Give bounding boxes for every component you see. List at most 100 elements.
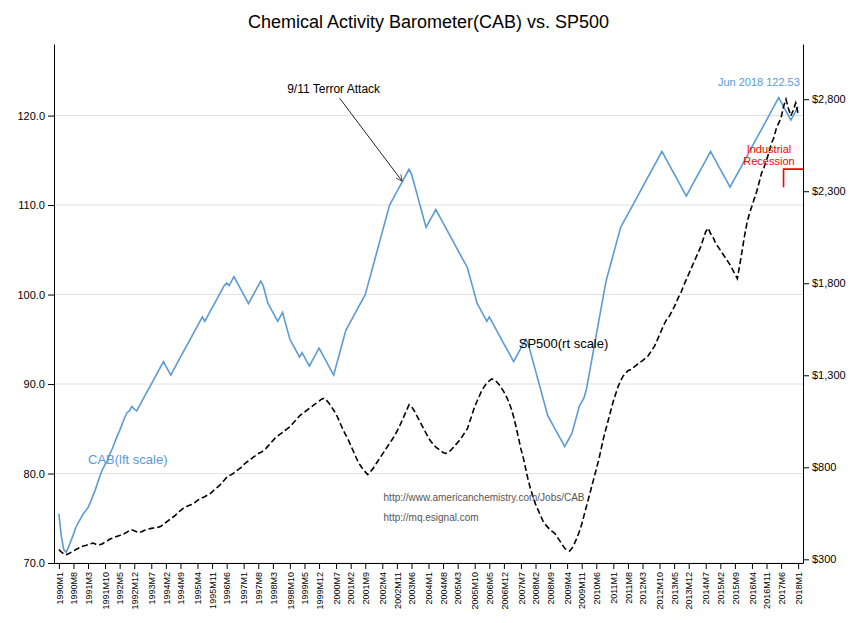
x-tick-mark xyxy=(88,563,89,569)
y2-tick-mark xyxy=(803,191,809,192)
grid-line xyxy=(54,294,803,295)
y2-tick: $2,300 xyxy=(803,185,846,197)
x-tick-label: 2015M9 xyxy=(731,572,741,605)
annotation: IndustrialRecession xyxy=(743,143,794,167)
x-tick-label: 2012M10 xyxy=(655,572,665,610)
x-tick: 1990M1 xyxy=(55,563,65,605)
grid-line xyxy=(54,473,803,474)
x-tick-mark xyxy=(290,563,291,569)
x-tick-mark xyxy=(781,563,782,569)
x-tick: 1990M8 xyxy=(69,563,79,605)
y2-tick-label: $1,300 xyxy=(812,369,846,381)
x-tick-mark xyxy=(798,563,799,569)
x-tick-mark xyxy=(105,563,106,569)
x-tick: 2016M11 xyxy=(762,563,772,609)
x-tick-mark xyxy=(365,563,366,569)
x-tick-label: 2014M7 xyxy=(701,572,711,605)
annotation-arrow xyxy=(340,98,402,180)
annotation: 9/11 Terror Attack xyxy=(287,82,381,96)
x-tick: 2018M1 xyxy=(794,563,804,605)
recession-bracket xyxy=(784,169,803,187)
y-tick: 90.0 xyxy=(24,378,54,390)
x-tick: 2002M11 xyxy=(393,563,403,609)
x-tick: 2011M8 xyxy=(624,563,634,604)
x-tick-mark xyxy=(429,563,430,569)
x-tick-mark xyxy=(212,563,213,569)
x-tick: 1996M6 xyxy=(222,563,232,605)
series-line xyxy=(59,99,798,555)
x-tick-label: 1994M2 xyxy=(162,572,172,605)
chart-container: 1990M11990M81991M31991M101992M51992M1219… xyxy=(0,0,867,623)
x-tick-mark xyxy=(151,563,152,569)
x-tick-label: 2010M6 xyxy=(592,572,602,605)
y2-axis: $300$800$1,300$1,800$2,300$2,800 xyxy=(803,45,846,566)
x-tick: 1997M1 xyxy=(239,563,249,605)
x-tick: 1992M5 xyxy=(115,563,125,605)
x-tick: 2002M4 xyxy=(378,563,388,605)
x-tick: 2015M9 xyxy=(731,563,741,605)
x-tick-label: 2008M9 xyxy=(546,572,556,605)
x-tick-label: 1995M4 xyxy=(193,572,203,605)
series-label: SP500(rt scale) xyxy=(519,336,609,351)
x-tick: 2001M9 xyxy=(361,563,371,605)
x-tick-mark xyxy=(613,563,614,569)
x-tick-mark xyxy=(752,563,753,569)
y-tick-label: 70.0 xyxy=(24,557,45,569)
x-tick: 2014M7 xyxy=(701,563,711,605)
x-tick-label: 2018M1 xyxy=(794,572,804,605)
x-tick: 2015M2 xyxy=(716,563,726,605)
x-tick: 2003M6 xyxy=(407,563,417,605)
y2-tick: $2,800 xyxy=(803,93,846,105)
x-tick-label: 2009M4 xyxy=(563,572,573,605)
y-axis-line xyxy=(54,45,55,564)
y-tick-label: 100.0 xyxy=(17,289,45,301)
x-tick: 2004M8 xyxy=(439,563,449,605)
x-tick: 2005M3 xyxy=(453,563,463,605)
x-tick-label: 1992M12 xyxy=(130,572,140,610)
x-tick-mark xyxy=(197,563,198,569)
x-tick-mark xyxy=(336,563,337,569)
x-tick: 1999M12 xyxy=(315,563,325,610)
x-tick: 2007M7 xyxy=(517,563,527,605)
x-tick-label: 2015M2 xyxy=(716,572,726,605)
x-tick: 1998M10 xyxy=(286,563,296,610)
x-tick: 2013M5 xyxy=(670,563,680,605)
chart: 1990M11990M81991M31991M101992M51992M1219… xyxy=(0,0,867,623)
x-tick-label: 1998M10 xyxy=(286,572,296,610)
x-tick-label: 1993M7 xyxy=(147,572,157,605)
x-tick: 1991M10 xyxy=(101,563,111,610)
y-axis: 70.080.090.0100.0110.0120.0 xyxy=(17,45,54,570)
x-tick: 1999M5 xyxy=(300,563,310,605)
y-tick-mark xyxy=(48,116,54,117)
x-tick-mark xyxy=(134,563,135,569)
x-tick-mark xyxy=(244,563,245,569)
plot-area xyxy=(59,98,798,555)
y-tick-mark xyxy=(48,295,54,296)
y2-tick: $1,800 xyxy=(803,277,846,289)
source: http://mq.esignal.com xyxy=(384,512,479,523)
x-tick-label: 2001M9 xyxy=(361,572,371,605)
x-tick-label: 2002M4 xyxy=(378,572,388,605)
x-tick-mark xyxy=(489,563,490,569)
x-tick-label: 2016M11 xyxy=(762,572,772,609)
x-tick-label: 2006M12 xyxy=(500,572,510,610)
texts: CAB(lft scale)SP500(rt scale)9/11 Terror… xyxy=(88,76,800,524)
x-tick-mark xyxy=(504,563,505,569)
x-tick-mark xyxy=(59,563,60,569)
x-tick-mark xyxy=(550,563,551,569)
x-tick-mark xyxy=(689,563,690,569)
x-tick: 1992M12 xyxy=(130,563,140,610)
x-tick-mark xyxy=(643,563,644,569)
y-tick: 110.0 xyxy=(18,199,54,211)
x-tick: 2017M6 xyxy=(777,563,787,605)
x-tick-label: 1995M11 xyxy=(208,572,218,609)
x-tick-label: 2011M1 xyxy=(609,572,619,604)
x-tick-label: 2013M5 xyxy=(670,572,680,605)
x-tick: 1995M11 xyxy=(208,563,218,609)
y-tick-mark xyxy=(48,205,54,206)
x-tick-label: 2004M1 xyxy=(424,572,434,605)
x-tick-mark xyxy=(767,563,768,569)
y2-tick-mark xyxy=(803,467,809,468)
x-tick-label: 2003M6 xyxy=(407,572,417,605)
x-tick-mark xyxy=(458,563,459,569)
